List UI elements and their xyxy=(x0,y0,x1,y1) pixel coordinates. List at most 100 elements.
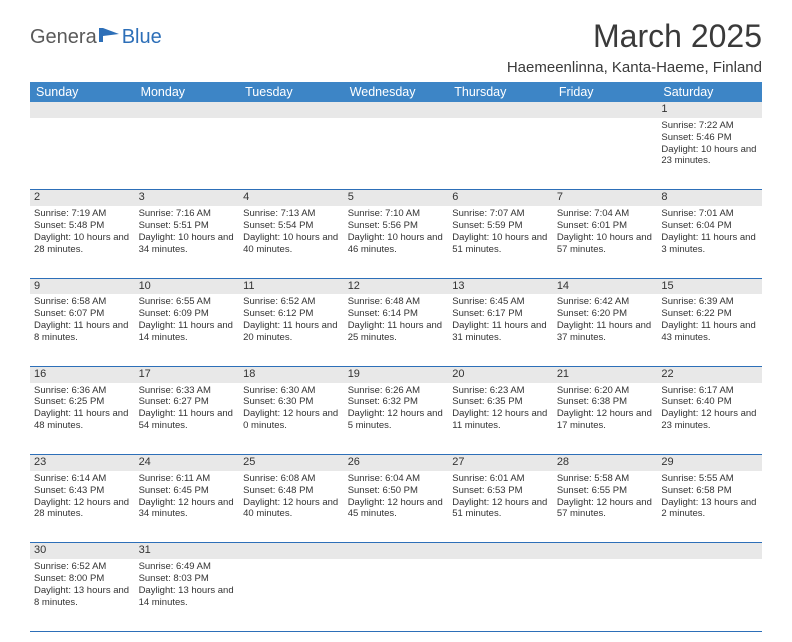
daylight-line: Daylight: 12 hours and 51 minutes. xyxy=(452,497,549,521)
day-content: Sunrise: 6:14 AMSunset: 6:43 PMDaylight:… xyxy=(30,471,135,525)
day-content: Sunrise: 6:36 AMSunset: 6:25 PMDaylight:… xyxy=(30,383,135,437)
day-cell: Sunrise: 6:30 AMSunset: 6:30 PMDaylight:… xyxy=(239,383,344,455)
day-number: 1 xyxy=(657,102,762,118)
day-cell xyxy=(553,118,658,190)
sunrise-line: Sunrise: 7:19 AM xyxy=(34,208,131,220)
sunset-line: Sunset: 5:59 PM xyxy=(452,220,549,232)
day-number: 22 xyxy=(657,366,762,382)
sunrise-line: Sunrise: 6:11 AM xyxy=(139,473,236,485)
weekday-header-row: Sunday Monday Tuesday Wednesday Thursday… xyxy=(30,82,762,102)
day-number xyxy=(344,543,449,559)
day-number: 27 xyxy=(448,455,553,471)
day-content: Sunrise: 6:11 AMSunset: 6:45 PMDaylight:… xyxy=(135,471,240,525)
daynum-row: 16171819202122 xyxy=(30,366,762,382)
day-number: 25 xyxy=(239,455,344,471)
sunrise-line: Sunrise: 5:55 AM xyxy=(661,473,758,485)
day-cell: Sunrise: 6:48 AMSunset: 6:14 PMDaylight:… xyxy=(344,294,449,366)
day-cell: Sunrise: 7:22 AMSunset: 5:46 PMDaylight:… xyxy=(657,118,762,190)
daylight-line: Daylight: 12 hours and 0 minutes. xyxy=(243,408,340,432)
sunset-line: Sunset: 6:12 PM xyxy=(243,308,340,320)
daynum-row: 23242526272829 xyxy=(30,455,762,471)
daylight-line: Daylight: 12 hours and 5 minutes. xyxy=(348,408,445,432)
day-number: 21 xyxy=(553,366,658,382)
day-content: Sunrise: 6:58 AMSunset: 6:07 PMDaylight:… xyxy=(30,294,135,348)
day-number: 20 xyxy=(448,366,553,382)
day-content: Sunrise: 6:42 AMSunset: 6:20 PMDaylight:… xyxy=(553,294,658,348)
day-cell: Sunrise: 6:26 AMSunset: 6:32 PMDaylight:… xyxy=(344,383,449,455)
day-number xyxy=(344,102,449,118)
sunrise-line: Sunrise: 6:49 AM xyxy=(139,561,236,573)
sunset-line: Sunset: 6:45 PM xyxy=(139,485,236,497)
day-number: 9 xyxy=(30,278,135,294)
sunrise-line: Sunrise: 7:13 AM xyxy=(243,208,340,220)
content-row: Sunrise: 6:36 AMSunset: 6:25 PM Daylight:… xyxy=(30,383,762,455)
daynum-row: 2345678 xyxy=(30,190,762,206)
flag-icon xyxy=(99,26,121,42)
day-number xyxy=(30,102,135,118)
sunrise-line: Sunrise: 6:45 AM xyxy=(452,296,549,308)
daylight-line: Daylight: 10 hours and 57 minutes. xyxy=(557,232,654,256)
sunrise-line: Sunrise: 7:16 AM xyxy=(139,208,236,220)
day-content: Sunrise: 7:04 AMSunset: 6:01 PMDaylight:… xyxy=(553,206,658,260)
daylight-line: Daylight: 12 hours and 11 minutes. xyxy=(452,408,549,432)
day-cell: Sunrise: 7:19 AMSunset: 5:48 PMDaylight:… xyxy=(30,206,135,278)
day-cell: Sunrise: 6:33 AMSunset: 6:27 PMDaylight:… xyxy=(135,383,240,455)
sunset-line: Sunset: 6:14 PM xyxy=(348,308,445,320)
day-number: 28 xyxy=(553,455,658,471)
weekday-header: Wednesday xyxy=(344,82,449,102)
daynum-row: 3031 xyxy=(30,543,762,559)
daylight-line: Daylight: 12 hours and 57 minutes. xyxy=(557,497,654,521)
sunset-line: Sunset: 6:25 PM xyxy=(34,396,131,408)
sunrise-line: Sunrise: 6:36 AM xyxy=(34,385,131,397)
sunrise-line: Sunrise: 6:17 AM xyxy=(661,385,758,397)
sunset-line: Sunset: 6:35 PM xyxy=(452,396,549,408)
daylight-line: Daylight: 10 hours and 28 minutes. xyxy=(34,232,131,256)
sunset-line: Sunset: 6:04 PM xyxy=(661,220,758,232)
day-number: 7 xyxy=(553,190,658,206)
calendar-page: Genera Blue March 2025 Haemeenlinna, Kan… xyxy=(0,0,792,642)
sunset-line: Sunset: 6:20 PM xyxy=(557,308,654,320)
sunset-line: Sunset: 6:38 PM xyxy=(557,396,654,408)
daylight-line: Daylight: 12 hours and 17 minutes. xyxy=(557,408,654,432)
day-number: 5 xyxy=(344,190,449,206)
sunset-line: Sunset: 5:48 PM xyxy=(34,220,131,232)
day-content: Sunrise: 6:49 AMSunset: 8:03 PMDaylight:… xyxy=(135,559,240,613)
month-title: March 2025 xyxy=(507,18,762,55)
day-content: Sunrise: 6:55 AMSunset: 6:09 PMDaylight:… xyxy=(135,294,240,348)
day-content: Sunrise: 6:33 AMSunset: 6:27 PMDaylight:… xyxy=(135,383,240,437)
sunrise-line: Sunrise: 6:42 AM xyxy=(557,296,654,308)
day-content: Sunrise: 7:01 AMSunset: 6:04 PMDaylight:… xyxy=(657,206,762,260)
day-cell: Sunrise: 6:55 AMSunset: 6:09 PMDaylight:… xyxy=(135,294,240,366)
weekday-header: Friday xyxy=(553,82,658,102)
day-cell: Sunrise: 6:23 AMSunset: 6:35 PMDaylight:… xyxy=(448,383,553,455)
title-block: March 2025 Haemeenlinna, Kanta-Haeme, Fi… xyxy=(507,18,762,76)
daylight-line: Daylight: 13 hours and 14 minutes. xyxy=(139,585,236,609)
sunrise-line: Sunrise: 6:08 AM xyxy=(243,473,340,485)
sunset-line: Sunset: 6:53 PM xyxy=(452,485,549,497)
day-cell xyxy=(239,559,344,631)
day-number xyxy=(448,102,553,118)
calendar-table: Sunday Monday Tuesday Wednesday Thursday… xyxy=(30,82,762,632)
weekday-header: Thursday xyxy=(448,82,553,102)
sunset-line: Sunset: 6:07 PM xyxy=(34,308,131,320)
sunrise-line: Sunrise: 7:22 AM xyxy=(661,120,758,132)
sunset-line: Sunset: 6:32 PM xyxy=(348,396,445,408)
day-number: 6 xyxy=(448,190,553,206)
sunset-line: Sunset: 6:48 PM xyxy=(243,485,340,497)
sunrise-line: Sunrise: 6:14 AM xyxy=(34,473,131,485)
daylight-line: Daylight: 12 hours and 45 minutes. xyxy=(348,497,445,521)
sunrise-line: Sunrise: 7:04 AM xyxy=(557,208,654,220)
sunset-line: Sunset: 5:51 PM xyxy=(139,220,236,232)
sunrise-line: Sunrise: 6:26 AM xyxy=(348,385,445,397)
day-content: Sunrise: 6:52 AMSunset: 6:12 PMDaylight:… xyxy=(239,294,344,348)
day-cell xyxy=(553,559,658,631)
day-content: Sunrise: 7:10 AMSunset: 5:56 PMDaylight:… xyxy=(344,206,449,260)
day-number: 10 xyxy=(135,278,240,294)
day-content: Sunrise: 6:04 AMSunset: 6:50 PMDaylight:… xyxy=(344,471,449,525)
sunrise-line: Sunrise: 6:20 AM xyxy=(557,385,654,397)
day-content: Sunrise: 6:30 AMSunset: 6:30 PMDaylight:… xyxy=(239,383,344,437)
day-cell: Sunrise: 5:55 AMSunset: 6:58 PMDaylight:… xyxy=(657,471,762,543)
day-number: 19 xyxy=(344,366,449,382)
sunset-line: Sunset: 6:43 PM xyxy=(34,485,131,497)
sunrise-line: Sunrise: 6:55 AM xyxy=(139,296,236,308)
